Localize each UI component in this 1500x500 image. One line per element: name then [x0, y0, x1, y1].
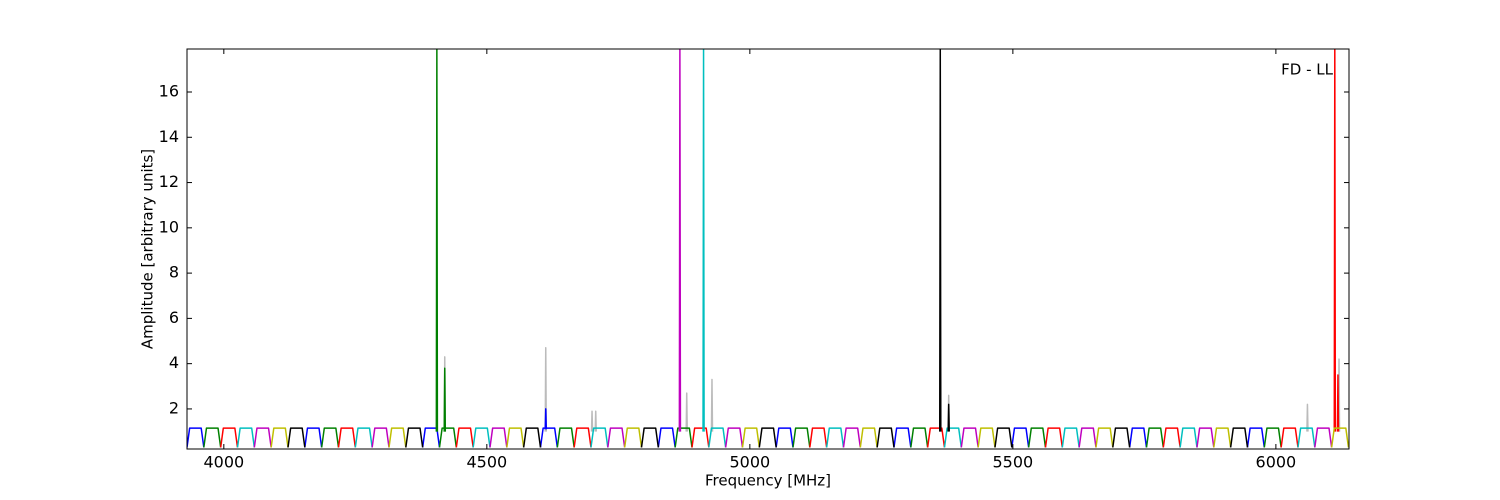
series-line [187, 408, 1266, 448]
x-tick-label: 4500 [466, 453, 507, 472]
y-tick-label: 4 [169, 353, 179, 372]
series-line [203, 49, 1282, 448]
y-tick-label: 6 [169, 308, 179, 327]
y-tick-label: 12 [159, 172, 179, 191]
y-tick-label: 16 [159, 82, 179, 101]
series-line [270, 427, 1349, 448]
x-tick-label: 5500 [993, 453, 1034, 472]
plot-frame [186, 48, 1350, 450]
series-line [236, 49, 1316, 448]
y-tick-label: 2 [169, 398, 179, 417]
y-tick-label: 14 [159, 127, 179, 146]
annotation: FD - LL [1281, 61, 1333, 79]
plot-lines [187, 49, 1349, 448]
y-axis-label: Amplitude [arbitrary units] [139, 149, 157, 349]
series-line [219, 49, 1340, 448]
x-tick-label: 6000 [1256, 453, 1297, 472]
x-tick-label: 4000 [203, 453, 244, 472]
series-line [253, 49, 1333, 448]
series-line [443, 347, 1341, 432]
x-axis-label: Frequency [MHz] [705, 472, 831, 490]
y-tick-label: 10 [159, 217, 179, 236]
series-line [287, 49, 1249, 448]
x-tick-label: 5000 [729, 453, 770, 472]
y-tick-label: 8 [169, 263, 179, 282]
